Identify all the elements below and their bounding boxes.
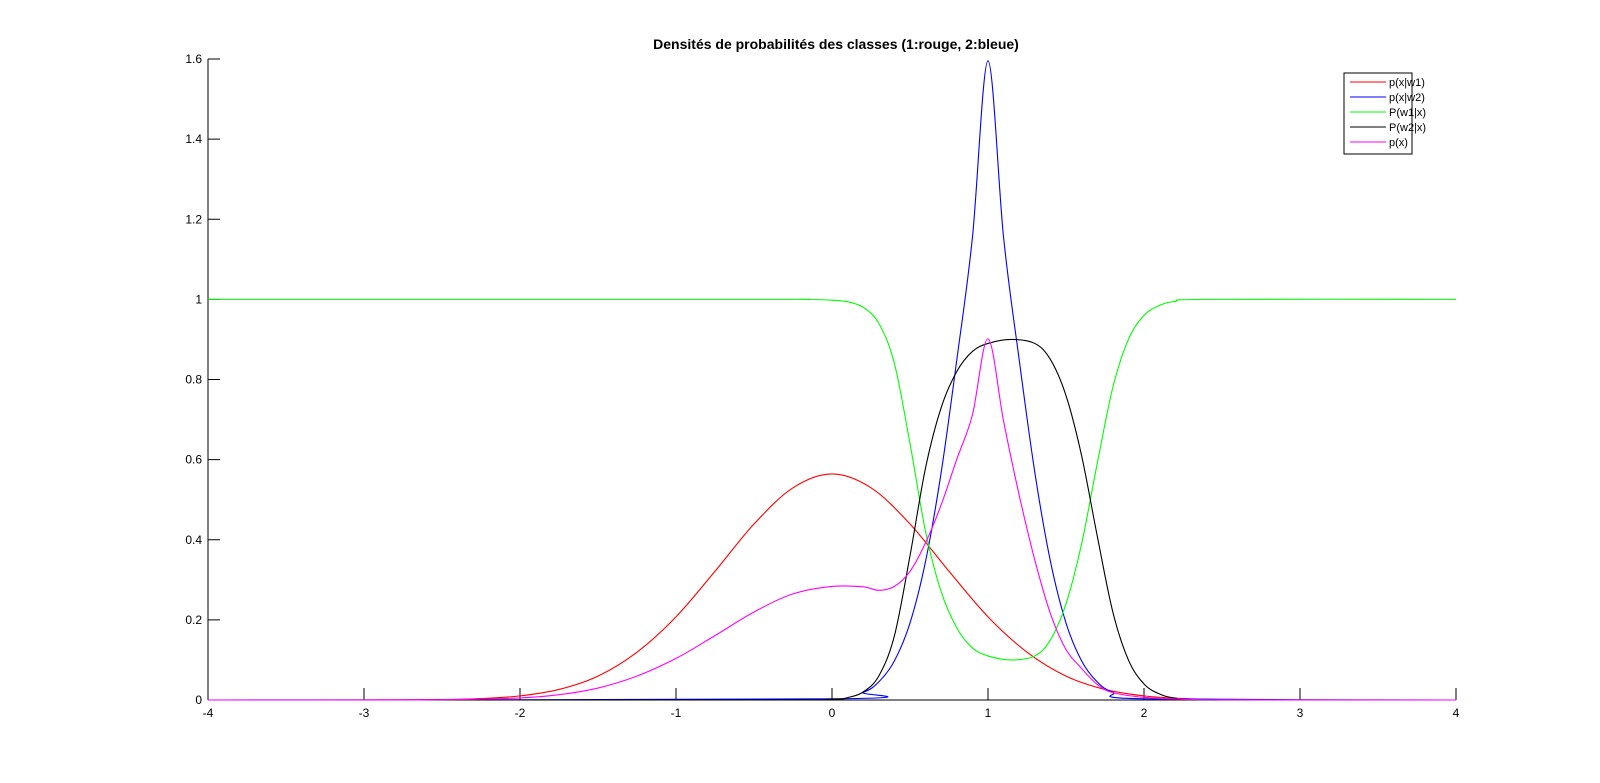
y-tick-label: 0.2 (185, 613, 202, 627)
legend-label: P(w1|x) (1389, 107, 1426, 119)
y-tick-label: 0.6 (185, 453, 202, 467)
chart-title: Densités de probabilités des classes (1:… (653, 36, 1019, 52)
x-tick-label: -1 (671, 706, 682, 720)
y-tick-label: 1 (195, 292, 202, 306)
x-tick-label: 1 (985, 706, 992, 720)
x-tick-label: -2 (515, 706, 526, 720)
series-line-3 (208, 298, 1457, 661)
x-tick-label: -4 (203, 706, 214, 720)
series-line-1 (208, 473, 1456, 701)
y-tick-label: 1.6 (185, 52, 202, 66)
y-tick-label: 0 (195, 693, 202, 707)
x-tick-label: 2 (1141, 706, 1148, 720)
y-tick-label: 1.4 (185, 132, 202, 146)
series-lines (207, 60, 1457, 701)
x-tick-label: 0 (829, 706, 836, 720)
series-line-4 (208, 338, 1456, 701)
legend-label: P(w2|x) (1389, 122, 1426, 134)
legend-label: p(x|w1) (1389, 77, 1425, 89)
legend: p(x|w1) p(x|w2) P(w1|x) P(w2|x) p(x) (1343, 72, 1426, 155)
x-tick-label: 3 (1297, 706, 1304, 720)
y-tick-label: 1.2 (185, 212, 202, 226)
legend-label: p(x|w2) (1389, 92, 1425, 104)
x-tick-label: -3 (359, 706, 370, 720)
y-tick-label: 0.4 (185, 533, 202, 547)
y-tick-label: 0.8 (185, 373, 202, 387)
x-tick-label: 4 (1453, 706, 1460, 720)
legend-label: p(x) (1389, 137, 1408, 149)
series-line-5 (208, 338, 1456, 701)
legend-box (1343, 72, 1413, 155)
